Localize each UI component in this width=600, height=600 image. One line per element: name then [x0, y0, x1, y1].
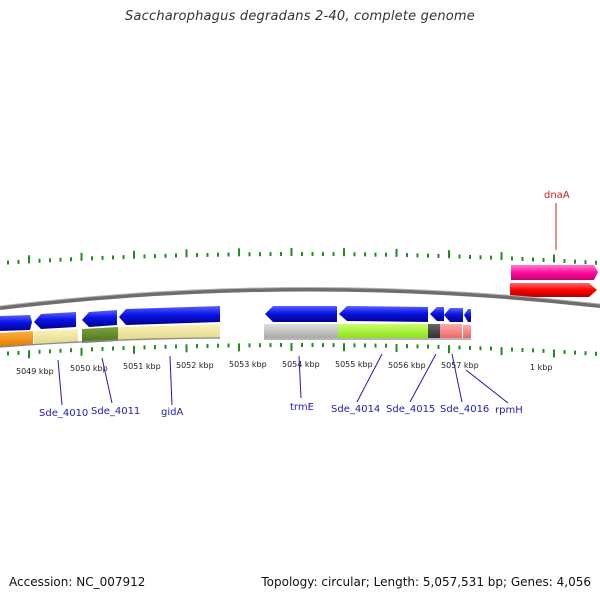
- gene-arrow-trmE[interactable]: [265, 306, 337, 322]
- feature-bar-khaki-2: [118, 324, 220, 341]
- gene-label-dnaA[interactable]: dnaA: [544, 190, 570, 201]
- gene-arrow-Sde_4016[interactable]: [444, 308, 463, 322]
- topology-text: Topology: circular; Length: 5,057,531 bp…: [261, 575, 591, 589]
- scale-label: 5052 kbp: [176, 361, 214, 370]
- gene-arrow-Sde_4015[interactable]: [430, 307, 444, 321]
- gene-label-Sde_4014[interactable]: Sde_4014: [331, 404, 380, 415]
- feature-bar-dark: [428, 324, 440, 338]
- scale-label: 5055 kbp: [335, 360, 373, 369]
- gene-label-Sde_4016[interactable]: Sde_4016: [440, 404, 489, 415]
- feature-bar-salmon-2: [463, 325, 471, 338]
- gene-label-Sde_4015[interactable]: Sde_4015: [386, 404, 435, 415]
- gene-label-trmE[interactable]: trmE: [290, 402, 314, 413]
- gene-arrow-Sde_4011[interactable]: [82, 310, 117, 327]
- scale-labels: 5049 kbp 5050 kbp 5051 kbp 5052 kbp 5053…: [16, 360, 552, 376]
- gene-leader-lines: [57, 353, 509, 406]
- scale-label: 5056 kbp: [388, 361, 426, 370]
- scale-label: 5053 kbp: [229, 360, 267, 369]
- genome-title: Saccharophagus degradans 2-40, complete …: [125, 9, 475, 24]
- gene-arrow-Sde_4010[interactable]: [34, 312, 76, 329]
- feature-bar-grey: [264, 324, 338, 338]
- lower-tick-row: [7, 343, 597, 359]
- scale-label: 5054 kbp: [282, 360, 320, 369]
- dnaA-gene-arrow-upper[interactable]: [511, 265, 598, 280]
- scale-label: 5049 kbp: [16, 367, 54, 376]
- feature-track-shadow: [0, 337, 471, 348]
- gene-label-Sde_4010[interactable]: Sde_4010: [39, 408, 88, 419]
- genome-backbone-arc: [0, 287, 600, 310]
- feature-bar-lime: [338, 324, 428, 338]
- accession-text: Accession: NC_007912: [9, 575, 146, 589]
- scale-label: 5057 kbp: [441, 361, 479, 370]
- scale-label: 1 kbp: [530, 363, 552, 372]
- dnaA-gene-arrow-lower[interactable]: [510, 283, 597, 297]
- scale-label: 5051 kbp: [123, 362, 161, 371]
- gene-label-Sde_4011[interactable]: Sde_4011: [91, 406, 140, 417]
- gene-label-rpmH[interactable]: rpmH: [495, 405, 523, 416]
- scale-label: 5050 kbp: [70, 364, 108, 373]
- upper-tick-row: [7, 248, 597, 265]
- feature-bar-khaki-1: [34, 329, 78, 345]
- genome-backbone-highlight: [0, 286, 600, 307]
- gene-arrow-rpmH[interactable]: [464, 309, 471, 322]
- gene-arrow-Sde_4010-left[interactable]: [0, 315, 32, 331]
- gene-arrow-Sde_4014[interactable]: [339, 306, 428, 322]
- gene-label-gidA[interactable]: gidA: [161, 407, 183, 418]
- gene-arrow-gidA[interactable]: [119, 306, 220, 325]
- feature-bar-olive: [82, 327, 118, 343]
- feature-bar-salmon: [440, 324, 462, 338]
- feature-bar-orange: [0, 331, 33, 347]
